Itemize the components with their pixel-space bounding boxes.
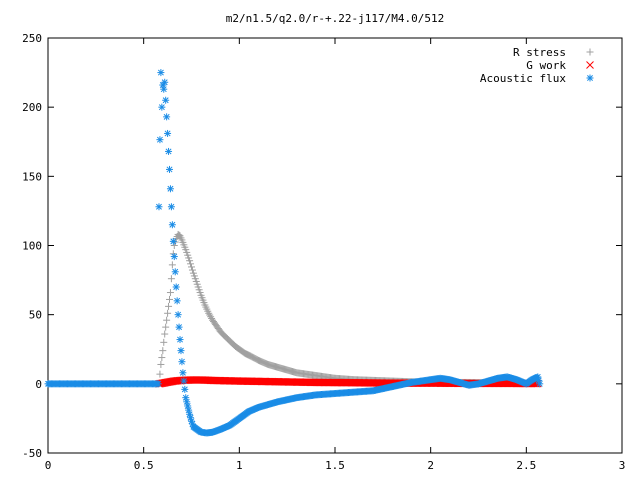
- data-point: [156, 370, 164, 378]
- chart-title: m2/n1.5/q2.0/r-+.22-j117/M4.0/512: [226, 12, 445, 25]
- x-tick-label: 0: [45, 459, 52, 472]
- data-point: [164, 129, 172, 137]
- data-point: [158, 354, 166, 362]
- y-tick-label: 0: [35, 378, 42, 391]
- data-point: [160, 338, 168, 346]
- data-point: [170, 242, 178, 249]
- data-point: [179, 369, 187, 377]
- data-point: [158, 103, 166, 111]
- data-point: [166, 185, 174, 193]
- data-point: [165, 302, 173, 310]
- legend-label: Acoustic flux: [480, 72, 566, 85]
- data-point: [155, 203, 163, 211]
- data-point: [185, 406, 193, 414]
- data-point: [163, 113, 171, 121]
- data-point: [183, 398, 191, 406]
- data-point: [154, 380, 162, 388]
- x-tick-label: 2.5: [516, 459, 536, 472]
- data-point: [164, 309, 172, 317]
- data-point: [175, 323, 183, 331]
- x-tick-label: 1.5: [325, 459, 345, 472]
- data-point: [165, 295, 173, 303]
- data-point: [167, 275, 175, 283]
- data-point: [160, 85, 168, 93]
- data-point: [181, 385, 189, 393]
- data-point: [536, 380, 544, 388]
- data-point: [167, 203, 175, 211]
- y-tick-label: 150: [22, 170, 42, 183]
- y-tick-label: 250: [22, 32, 42, 45]
- data-point: [161, 330, 169, 338]
- data-point: [180, 377, 188, 385]
- y-tick-label: -50: [22, 447, 42, 460]
- data-point: [186, 257, 194, 265]
- data-point: [156, 136, 164, 144]
- legend-label: G work: [526, 59, 566, 72]
- x-tick-label: 3: [619, 459, 626, 472]
- data-point: [165, 165, 173, 173]
- data-point: [168, 261, 176, 269]
- data-point: [171, 268, 179, 276]
- legend-label: R stress: [513, 46, 566, 59]
- data-point: [174, 311, 182, 319]
- legend-marker: [586, 48, 594, 56]
- data-point: [188, 263, 195, 271]
- data-point: [163, 316, 171, 324]
- series-r-stress: [155, 230, 542, 388]
- x-tick-label: 2: [427, 459, 434, 472]
- data-point: [159, 347, 167, 355]
- data-point: [187, 260, 195, 268]
- y-tick-label: 50: [29, 309, 42, 322]
- data-point: [162, 323, 170, 331]
- series-acoustic-flux-baseline: [44, 380, 162, 388]
- data-point: [178, 358, 186, 366]
- data-series: [44, 69, 544, 437]
- data-point: [177, 347, 185, 355]
- x-tick-label: 1: [236, 459, 243, 472]
- data-point: [165, 147, 173, 155]
- y-tick-label: 200: [22, 101, 42, 114]
- data-point: [188, 266, 196, 274]
- data-point: [169, 237, 177, 245]
- series-acoustic-flux: [155, 69, 544, 437]
- data-point: [166, 289, 174, 297]
- legend-marker: [586, 61, 594, 69]
- data-point: [161, 78, 169, 86]
- legend-marker: [586, 74, 594, 82]
- data-point: [176, 336, 184, 344]
- data-point: [173, 297, 181, 305]
- data-point: [162, 96, 170, 104]
- data-point: [172, 283, 180, 291]
- y-tick-label: 100: [22, 240, 42, 253]
- data-point: [157, 360, 165, 368]
- x-tick-label: 0.5: [134, 459, 154, 472]
- data-point: [170, 253, 178, 261]
- data-point: [157, 69, 165, 77]
- data-point: [168, 221, 176, 229]
